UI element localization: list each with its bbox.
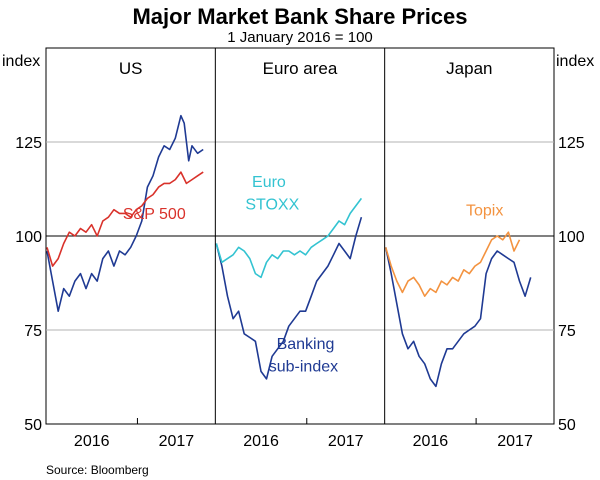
y-tick-left: 75 (24, 323, 42, 340)
chart-subtitle: 1 January 2016 = 100 (227, 29, 373, 46)
y-axis-unit-right: index (556, 53, 594, 70)
y-tick-right: 100 (558, 229, 585, 246)
series-line-banking-sub-index (384, 247, 532, 388)
chart-title: Major Market Bank Share Prices (132, 4, 467, 29)
y-tick-left: 50 (24, 417, 42, 434)
series-line-topix (384, 231, 521, 298)
panel-title: US (119, 59, 143, 78)
y-tick-right: 125 (558, 135, 585, 152)
chart-panels: US 2016 2017 S&P 500 Euro area 2016 2017 Euro ST… (46, 59, 533, 450)
gridlines (46, 141, 554, 331)
x-tick-label: 2016 (413, 433, 449, 450)
x-tick-label: 2017 (497, 433, 533, 450)
y-tick-left: 125 (15, 135, 42, 152)
series-annotation: Topix (466, 202, 503, 219)
series-line-s-p-500 (46, 171, 204, 267)
x-tick-label: 2017 (159, 433, 195, 450)
source-note: Source: Bloomberg (46, 463, 149, 477)
panel-title: Japan (446, 59, 492, 78)
x-tick-label: 2016 (74, 433, 110, 450)
x-tick-label: 2016 (243, 433, 279, 450)
series-annotation: S&P 500 (123, 206, 186, 223)
series-line-euro-stoxx (215, 197, 363, 279)
y-axis-ticks: 50 50 75 75 100 100 125 125 (15, 135, 585, 434)
series-annotation: STOXX (245, 197, 299, 214)
series-line-banking-sub-index (215, 216, 363, 380)
series-annotation: Banking (277, 336, 335, 353)
series-annotation: Euro (252, 174, 286, 191)
series-line-banking-sub-index (46, 114, 204, 313)
panel-us: US 2016 2017 S&P 500 (46, 59, 204, 450)
panel-euro-area: Euro area 2016 2017 Euro STOXX Banking sub-ind… (215, 59, 364, 450)
panel-dividers (214, 48, 386, 424)
panel-title: Euro area (263, 59, 338, 78)
panel-japan: Japan 2016 2017 Topix (384, 59, 533, 450)
y-tick-right: 75 (558, 323, 576, 340)
y-tick-left: 100 (15, 229, 42, 246)
y-axis-unit-left: index (2, 53, 40, 70)
y-tick-right: 50 (558, 417, 576, 434)
x-tick-label: 2017 (328, 433, 364, 450)
series-annotation: sub-index (269, 358, 338, 375)
